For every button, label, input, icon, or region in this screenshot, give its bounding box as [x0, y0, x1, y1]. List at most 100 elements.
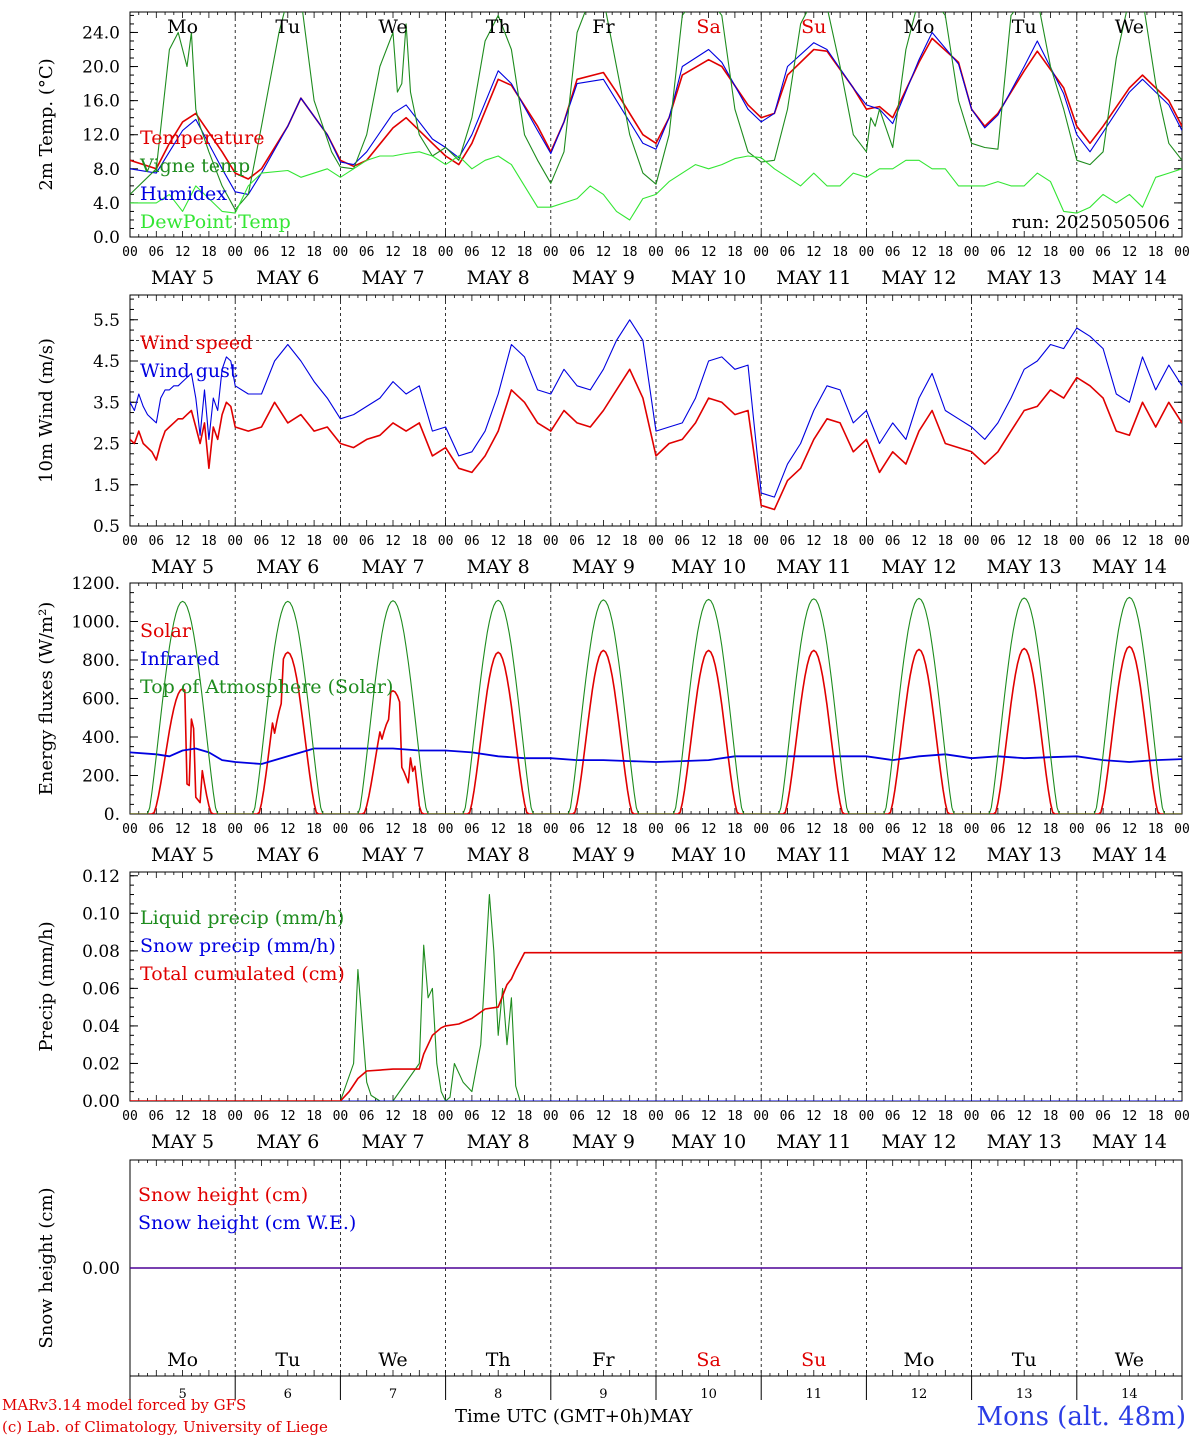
hour-tick-label: 12 — [806, 245, 822, 260]
hour-tick-label: 00 — [859, 534, 875, 549]
hour-tick-label: 12 — [385, 822, 401, 837]
y-tick-label: 5.5 — [93, 311, 120, 331]
date-label: MAY 13 — [987, 267, 1062, 289]
series-line-wind-gust — [130, 319, 1182, 498]
hour-tick-label: 18 — [517, 534, 533, 549]
hour-tick-label: 06 — [990, 534, 1006, 549]
hour-tick-label: 00 — [227, 534, 243, 549]
panel-energy: 0. 200. 400. 600. 800. 1000. 1200. Energy fluxe… — [36, 574, 1190, 866]
date-label: MAY 5 — [151, 844, 214, 866]
y-tick-label: 0. — [104, 805, 120, 825]
y-tick-label: 0.02 — [82, 1054, 120, 1074]
hour-tick-label: 00 — [122, 245, 138, 260]
series-line-vigne-temp — [130, 12, 1182, 211]
hour-tick-label: 00 — [1174, 534, 1190, 549]
y-tick-label: 0.12 — [82, 867, 120, 887]
hour-tick-label: 18 — [306, 245, 322, 260]
hour-tick-label: 00 — [964, 245, 980, 260]
date-label: MAY 10 — [671, 556, 746, 578]
hour-tick-label: 06 — [148, 534, 164, 549]
hour-tick-label: 06 — [674, 1109, 690, 1124]
hour-tick-label: 18 — [727, 1109, 743, 1124]
hour-tick-label: 18 — [832, 245, 848, 260]
station-label: Mons (alt. 48m) — [976, 1402, 1186, 1432]
hour-tick-label: 00 — [543, 534, 559, 549]
hour-tick-label: 18 — [201, 245, 217, 260]
hour-tick-label: 12 — [280, 534, 296, 549]
day-number-label: 8 — [494, 1387, 502, 1402]
y-axis-title: 2m Temp. (°C) — [36, 58, 57, 190]
hour-tick-label: 12 — [490, 822, 506, 837]
hour-tick-label: 12 — [385, 245, 401, 260]
weekday-label: Su — [801, 1349, 826, 1371]
y-tick-label: 0.06 — [82, 979, 120, 999]
legend-entry: Snow height (cm) — [138, 1184, 308, 1206]
hour-tick-label: 06 — [990, 245, 1006, 260]
hour-tick-label: 00 — [964, 822, 980, 837]
legend-entry: Top of Atmosphere (Solar) — [140, 676, 393, 698]
hour-tick-label: 00 — [333, 245, 349, 260]
y-tick-label: 1.5 — [93, 476, 120, 496]
hour-tick-label: 12 — [490, 1109, 506, 1124]
y-tick-label: 0.08 — [82, 942, 120, 962]
series-line-humidex — [130, 31, 1182, 195]
hour-tick-label: 06 — [148, 245, 164, 260]
panel-temperature: 0.0 4.0 8.0 12.0 16.0 20.0 24.0 2m Temp. (°C) Te… — [36, 11, 1190, 289]
hour-tick-label: 06 — [1095, 534, 1111, 549]
hour-tick-label: 06 — [990, 1109, 1006, 1124]
hour-tick-label: 00 — [1069, 822, 1085, 837]
hour-tick-label: 06 — [569, 1109, 585, 1124]
legend-entry: Temperature — [140, 127, 264, 149]
day-number-label: 6 — [284, 1387, 292, 1402]
hour-tick-label: 12 — [596, 1109, 612, 1124]
y-axis-title: Precip (mm/h) — [36, 921, 57, 1051]
hour-tick-label: 18 — [1043, 245, 1059, 260]
hour-tick-label: 00 — [859, 822, 875, 837]
hour-tick-label: 18 — [306, 822, 322, 837]
day-number-label: 5 — [178, 1387, 186, 1402]
hour-tick-label: 12 — [701, 1109, 717, 1124]
hour-tick-label: 00 — [227, 1109, 243, 1124]
hour-tick-label: 00 — [1174, 245, 1190, 260]
date-label: MAY 13 — [987, 556, 1062, 578]
series-line-infrared — [130, 747, 1182, 765]
date-label: MAY 9 — [572, 267, 635, 289]
hour-tick-label: 00 — [438, 1109, 454, 1124]
hour-tick-label: 18 — [622, 534, 638, 549]
hour-tick-label: 06 — [254, 534, 270, 549]
y-tick-label: 4.0 — [93, 194, 120, 214]
hour-tick-label: 12 — [1122, 822, 1138, 837]
panel-wind: 0.5 1.5 2.5 3.5 4.5 5.5 10m Wind (m/s) Wind spe… — [36, 294, 1190, 578]
date-label: MAY 5 — [151, 1131, 214, 1153]
hour-tick-label: 00 — [438, 822, 454, 837]
hour-tick-label: 12 — [1016, 822, 1032, 837]
hour-tick-label: 18 — [727, 245, 743, 260]
date-label: MAY 5 — [151, 267, 214, 289]
day-number-label: 11 — [806, 1387, 823, 1402]
weekday-label: Fr — [592, 16, 615, 38]
hour-tick-label: 18 — [201, 534, 217, 549]
hour-tick-label: 12 — [596, 822, 612, 837]
date-label: MAY 9 — [572, 844, 635, 866]
hour-tick-label: 18 — [1148, 822, 1164, 837]
date-label: MAY 12 — [881, 556, 956, 578]
y-tick-label: 600. — [82, 690, 120, 710]
legend-entry: Wind speed — [140, 332, 252, 354]
hour-tick-label: 12 — [280, 822, 296, 837]
y-tick-label: 0.04 — [82, 1017, 120, 1037]
y-tick-label: 12.0 — [82, 126, 120, 146]
series-line-solar — [130, 645, 1182, 814]
hour-tick-label: 12 — [701, 245, 717, 260]
hour-tick-label: 12 — [806, 1109, 822, 1124]
date-label: MAY 11 — [776, 1131, 851, 1153]
hour-tick-label: 06 — [780, 822, 796, 837]
legend-entry: Infrared — [140, 648, 220, 670]
hour-tick-label: 00 — [859, 245, 875, 260]
weekday-label: Th — [486, 16, 511, 38]
hour-tick-label: 18 — [937, 1109, 953, 1124]
y-tick-label: 24.0 — [82, 23, 120, 43]
hour-tick-label: 06 — [569, 245, 585, 260]
hour-tick-label: 12 — [280, 1109, 296, 1124]
hour-tick-label: 06 — [780, 245, 796, 260]
